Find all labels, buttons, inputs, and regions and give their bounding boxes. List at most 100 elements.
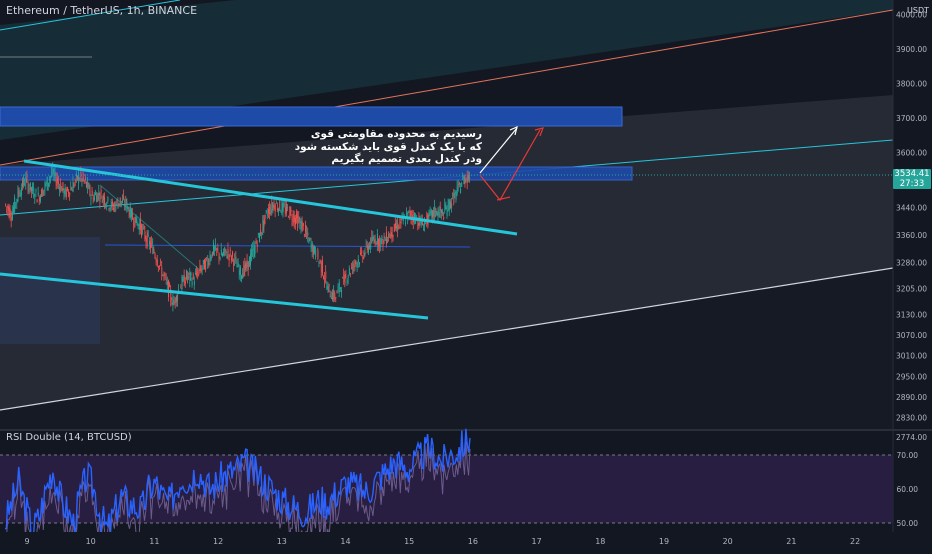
candle-body[interactable]	[61, 188, 63, 191]
symbol-title[interactable]: Ethereum / TetherUS, 1h, BINANCE	[6, 4, 198, 17]
candle-body[interactable]	[265, 210, 267, 213]
candle-body[interactable]	[201, 268, 203, 270]
candle-body[interactable]	[235, 256, 237, 259]
candle-body[interactable]	[181, 277, 183, 289]
candle-body[interactable]	[364, 252, 366, 255]
candle-body[interactable]	[110, 202, 112, 208]
candle-body[interactable]	[59, 186, 61, 190]
candle-body[interactable]	[210, 256, 212, 260]
candle-body[interactable]	[46, 177, 48, 191]
candle-body[interactable]	[161, 267, 163, 277]
candle-body[interactable]	[403, 216, 404, 221]
candle-body[interactable]	[282, 202, 284, 213]
candle-body[interactable]	[149, 240, 150, 245]
candle-body[interactable]	[45, 182, 47, 184]
candle-body[interactable]	[107, 196, 109, 202]
candle-body[interactable]	[285, 207, 286, 214]
candle-body[interactable]	[394, 223, 395, 232]
candle-body[interactable]	[417, 223, 419, 227]
candle-body[interactable]	[132, 213, 134, 220]
resistance-zone-lower[interactable]	[0, 166, 633, 181]
candle-body[interactable]	[101, 199, 103, 203]
candle-body[interactable]	[397, 222, 399, 231]
candle-body[interactable]	[337, 287, 339, 289]
candle-body[interactable]	[40, 195, 42, 202]
candle-body[interactable]	[359, 262, 361, 265]
candle-body[interactable]	[191, 281, 193, 286]
candle-body[interactable]	[25, 178, 27, 184]
candle-body[interactable]	[330, 295, 331, 298]
candle-body[interactable]	[334, 292, 336, 300]
candle-body[interactable]	[16, 199, 18, 203]
channel-bottom-line[interactable]	[0, 272, 429, 320]
rsi-title[interactable]: RSI Double (14, BTCUSD)	[6, 432, 132, 443]
candle-body[interactable]	[249, 256, 250, 267]
candle-body[interactable]	[379, 239, 381, 248]
candle-body[interactable]	[358, 258, 359, 263]
candle-body[interactable]	[11, 217, 12, 221]
candle-body[interactable]	[415, 217, 417, 224]
candle-body[interactable]	[462, 177, 464, 179]
candle-body[interactable]	[170, 289, 172, 301]
candle-body[interactable]	[373, 239, 375, 243]
candle-body[interactable]	[44, 183, 46, 190]
candle-body[interactable]	[141, 224, 143, 237]
candle-body[interactable]	[160, 261, 162, 263]
candle-body[interactable]	[145, 237, 147, 242]
candle-body[interactable]	[250, 253, 252, 265]
candle-body[interactable]	[204, 259, 206, 270]
candle-body[interactable]	[381, 236, 383, 240]
candle-body[interactable]	[127, 206, 129, 209]
candle-body[interactable]	[26, 175, 28, 179]
candle-body[interactable]	[440, 206, 441, 212]
candle-body[interactable]	[279, 199, 281, 210]
candle-body[interactable]	[374, 239, 376, 245]
candle-body[interactable]	[39, 197, 40, 202]
candle-body[interactable]	[271, 201, 273, 211]
candle-body[interactable]	[467, 175, 468, 183]
candle-body[interactable]	[58, 181, 59, 185]
candle-body[interactable]	[322, 259, 323, 275]
candle-body[interactable]	[392, 235, 394, 237]
candle-body[interactable]	[341, 289, 343, 293]
candle-body[interactable]	[67, 187, 68, 191]
candle-body[interactable]	[183, 275, 185, 286]
candle-body[interactable]	[215, 244, 217, 251]
candle-body[interactable]	[23, 177, 25, 186]
candle-body[interactable]	[254, 244, 256, 254]
candle-body[interactable]	[41, 189, 43, 198]
candle-body[interactable]	[172, 299, 174, 306]
candle-body[interactable]	[446, 210, 448, 217]
candle-body[interactable]	[442, 210, 444, 214]
candle-body[interactable]	[347, 276, 349, 279]
candle-body[interactable]	[100, 190, 102, 193]
candle-body[interactable]	[48, 182, 49, 187]
candle-body[interactable]	[299, 221, 301, 224]
candle-body[interactable]	[349, 268, 350, 275]
candle-body[interactable]	[390, 232, 392, 237]
candle-body[interactable]	[332, 292, 334, 300]
candle-body[interactable]	[371, 236, 373, 243]
candle-body[interactable]	[9, 208, 11, 218]
candle-body[interactable]	[125, 198, 127, 206]
candle-body[interactable]	[423, 229, 425, 231]
candle-body[interactable]	[216, 248, 218, 250]
candle-body[interactable]	[70, 187, 72, 190]
candle-body[interactable]	[331, 297, 332, 299]
candle-body[interactable]	[378, 239, 380, 247]
candle-body[interactable]	[335, 297, 337, 299]
candle-body[interactable]	[32, 186, 34, 191]
candle-body[interactable]	[245, 262, 247, 268]
candle-body[interactable]	[325, 271, 327, 279]
candle-body[interactable]	[37, 192, 39, 196]
candle-body[interactable]	[97, 193, 99, 200]
candle-body[interactable]	[218, 253, 220, 259]
candle-body[interactable]	[365, 242, 367, 244]
candle-body[interactable]	[253, 245, 255, 258]
candle-body[interactable]	[135, 214, 137, 224]
candle-body[interactable]	[351, 267, 353, 269]
candle-body[interactable]	[436, 212, 438, 216]
candle-body[interactable]	[173, 300, 175, 305]
candle-body[interactable]	[387, 240, 389, 243]
candle-body[interactable]	[128, 210, 130, 217]
